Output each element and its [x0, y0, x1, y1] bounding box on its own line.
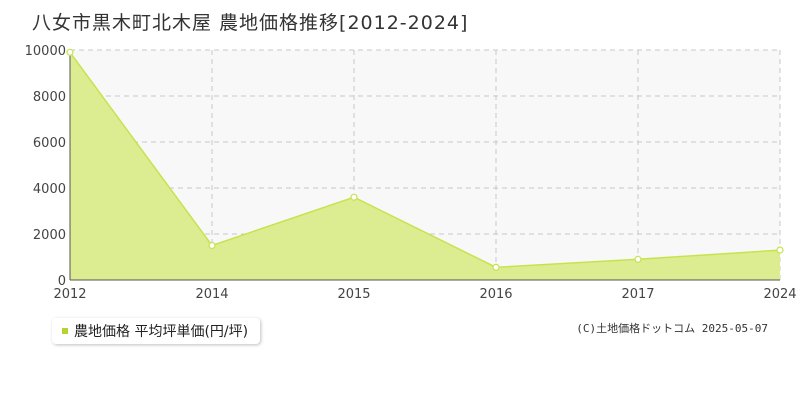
series-area: [70, 52, 780, 280]
axes: [69, 50, 780, 281]
x-tick-label: 2016: [479, 287, 512, 302]
legend-marker: [62, 328, 68, 334]
y-tick-label: 6000: [33, 136, 66, 151]
copyright-credit: (C)土地価格ドットコム 2025-05-07: [576, 322, 768, 335]
x-tick-label: 2017: [621, 287, 654, 302]
data-point: [350, 193, 358, 201]
x-tick-labels: 2012 2014 2015 2016 2017 2024: [53, 287, 796, 302]
x-tick-label: 2015: [337, 287, 370, 302]
y-tick-labels: 0 2000 4000 6000 8000 10000: [25, 44, 66, 289]
data-point: [776, 246, 784, 254]
data-point: [492, 263, 500, 271]
legend-label: 農地価格 平均坪単価(円/坪): [74, 324, 249, 340]
y-tick-label: 8000: [33, 90, 66, 105]
y-tick-label: 10000: [25, 44, 66, 59]
data-point: [66, 48, 74, 56]
x-tick-label: 2024: [763, 287, 796, 302]
legend: 農地価格 平均坪単価(円/坪): [52, 318, 261, 344]
y-tick-label: 2000: [33, 228, 66, 243]
data-point: [208, 241, 216, 250]
y-tick-label: 0: [58, 274, 66, 289]
data-point: [634, 255, 642, 263]
chart-title: 八女市黒木町北木屋 農地価格推移[2012-2024]: [32, 12, 469, 34]
data-points: [66, 48, 784, 271]
x-tick-label: 2014: [195, 287, 228, 302]
x-tick-label: 2012: [53, 287, 86, 302]
y-tick-label: 4000: [33, 182, 66, 197]
series-line: [69, 51, 781, 269]
